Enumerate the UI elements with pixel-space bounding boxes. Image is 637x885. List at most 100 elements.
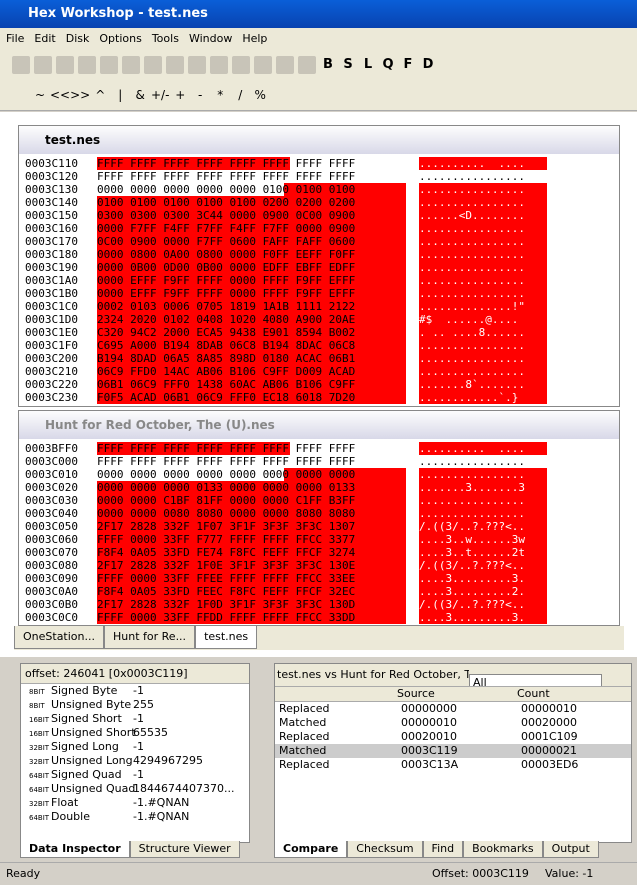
tool-button[interactable] <box>34 56 52 74</box>
document-title: Hunt for Red October, The (U).nes <box>19 411 619 439</box>
panel-tab[interactable]: Checksum <box>347 841 423 858</box>
tool-button[interactable] <box>166 56 184 74</box>
tool-button[interactable]: % <box>254 88 266 102</box>
data-value: 1844674407370... <box>133 782 235 795</box>
ascii: ................ <box>419 274 547 287</box>
panel-tab[interactable]: Structure Viewer <box>129 841 240 858</box>
hex-bytes: FFFF FFFF FFFF FFFF FFFF FFFF FFFF FFFF <box>97 170 356 183</box>
inspector-row: 8BIT Signed Byte -1 <box>21 684 249 698</box>
address: 0003C060 <box>25 533 78 546</box>
data-type: Signed Byte <box>51 684 118 697</box>
source: 0003C13A <box>401 758 459 771</box>
panel-tab[interactable]: Bookmarks <box>463 841 543 858</box>
tool-button[interactable]: >> <box>70 88 91 102</box>
menu-item[interactable]: Help <box>242 32 268 45</box>
tool-button[interactable]: << <box>50 88 71 102</box>
hex-bytes: 0300 0300 0300 3C44 0000 0900 0C00 0900 <box>97 209 419 222</box>
hex-bytes: F8F4 0A05 33FD FEEC F8FC FEFF FFCF 32EC <box>97 585 419 598</box>
data-value: -1 <box>133 712 144 725</box>
hex-bytes: 2324 2020 0102 0408 1020 4080 A900 20AE <box>97 313 419 326</box>
tool-button[interactable] <box>232 56 250 74</box>
panel-tab[interactable]: Output <box>542 841 599 858</box>
tool-button[interactable] <box>188 56 206 74</box>
menu-item[interactable]: Disk <box>65 32 90 45</box>
address: 0003BFF0 <box>25 442 78 455</box>
document-tab[interactable]: OneStation... <box>14 626 104 649</box>
menu-item[interactable]: File <box>6 32 25 45</box>
count: 00020000 <box>521 716 577 729</box>
tool-button[interactable] <box>298 56 316 74</box>
tool-button[interactable]: & <box>135 88 145 102</box>
panel-tab[interactable]: Data Inspector <box>20 841 130 858</box>
menu-item[interactable]: Window <box>188 32 233 45</box>
tool-button[interactable]: B <box>323 57 333 72</box>
tool-button[interactable]: F <box>403 57 413 72</box>
address: 0003C1E0 <box>25 326 78 339</box>
menu-item[interactable]: Edit <box>34 32 56 45</box>
address: 0003C1F0 <box>25 339 78 352</box>
hex-bytes: FFFF FFFF FFFF FFFF FFFF FFFF FFFF FFFF <box>97 455 356 468</box>
compare-row[interactable]: Matched 00000010 00020000 <box>275 716 631 730</box>
menu-item[interactable]: Tools <box>151 32 179 45</box>
tool-button[interactable]: * <box>217 88 224 102</box>
tool-button[interactable]: ^ <box>95 88 106 102</box>
tool-button[interactable] <box>100 56 118 74</box>
tool-button[interactable]: L <box>363 57 373 72</box>
panel-tab[interactable]: Compare <box>274 841 348 858</box>
tool-button[interactable] <box>78 56 96 74</box>
address: 0003C180 <box>25 248 78 261</box>
data-type: Unsigned Quad <box>51 782 136 795</box>
compare-row[interactable]: Replaced 0003C13A 00003ED6 <box>275 758 631 772</box>
compare-row[interactable]: Matched 0003C119 00000021 <box>275 744 631 758</box>
tool-button[interactable]: / <box>238 88 243 102</box>
address: 0003C0C0 <box>25 611 78 624</box>
filter-select[interactable]: All <box>469 674 602 686</box>
menu-item[interactable]: Options <box>99 32 142 45</box>
ascii: ................ <box>419 455 525 468</box>
ascii: ................ <box>419 468 547 481</box>
data-type: Double <box>51 810 90 823</box>
tool-button[interactable]: D <box>422 57 434 72</box>
bit-size: 32BIT <box>29 800 50 808</box>
address: 0003C070 <box>25 546 78 559</box>
tool-button[interactable] <box>56 56 74 74</box>
source: 00000010 <box>401 716 457 729</box>
document-tab[interactable]: Hunt for Re... <box>104 626 196 649</box>
compare-row[interactable]: Replaced 00000000 00000010 <box>275 702 631 716</box>
tool-button[interactable]: Q <box>382 57 394 72</box>
tool-button[interactable] <box>122 56 140 74</box>
hex-bytes: C320 94C2 2000 ECA5 9438 E901 8594 B002 <box>97 326 419 339</box>
tool-button[interactable]: + <box>175 88 186 102</box>
tool-button[interactable] <box>12 56 30 74</box>
document-tab[interactable]: test.nes <box>195 626 258 649</box>
ascii: .......3.......3 <box>419 481 547 494</box>
source: 00020010 <box>401 730 457 743</box>
address: 0003C210 <box>25 365 78 378</box>
tool-button[interactable]: ~ <box>34 88 46 102</box>
address: 0003C200 <box>25 352 78 365</box>
hex-bytes: 0000 0000 C1BF 81FF 0000 0000 C1FF B3FF <box>97 494 419 507</box>
tool-button[interactable] <box>210 56 228 74</box>
hex-row: 0003C020 0000 0000 0000 0133 0000 0000 00… <box>25 481 615 494</box>
tool-button[interactable] <box>254 56 272 74</box>
hex-row: 0003C170 0C00 0900 0000 F7FF 0600 FAFF FA… <box>25 235 615 248</box>
tool-button[interactable]: - <box>198 88 203 102</box>
tool-button[interactable]: | <box>118 88 123 102</box>
hex-row: 0003C0A0 F8F4 0A05 33FD FEEC F8FC FEFF FF… <box>25 585 615 598</box>
tool-button[interactable]: S <box>343 57 353 72</box>
compare-row[interactable]: Replaced 00020010 0001C109 <box>275 730 631 744</box>
hex-bytes: FFFF FFFF FFFF FFFF FFFF FFFF FFFF FFFF <box>97 442 419 455</box>
hex-bytes: B194 8DAD 06A5 8A85 898D 0180 ACAC 06B1 <box>97 352 419 365</box>
hex-bytes: 06C9 FFD0 14AC AB06 B106 C9FF D009 ACAD <box>97 365 419 378</box>
tool-button[interactable]: +/- <box>151 88 170 102</box>
panel-tab[interactable]: Find <box>422 841 464 858</box>
ascii: ....3.........3. <box>419 572 547 585</box>
data-value: -1.#QNAN <box>133 796 190 809</box>
hex-row: 0003C230 F0F5 ACAD 06B1 06C9 FFF0 EC18 60… <box>25 391 615 404</box>
ascii: /.((3/..?.???<.. <box>419 520 547 533</box>
ascii: ................ <box>419 287 547 300</box>
hex-row: 0003C0B0 2F17 2828 332F 1F0D 3F1F 3F3F 3F… <box>25 598 615 611</box>
result-type: Replaced <box>279 758 330 771</box>
tool-button[interactable] <box>144 56 162 74</box>
tool-button[interactable] <box>276 56 294 74</box>
